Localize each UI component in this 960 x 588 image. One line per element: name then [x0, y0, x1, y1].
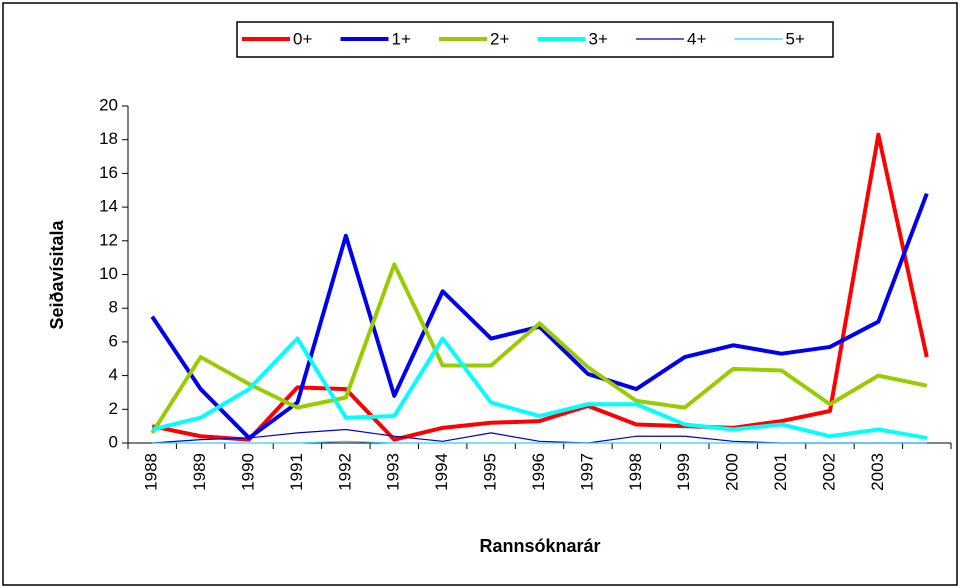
y-tick-label: 12 — [99, 230, 118, 249]
y-tick-label: 8 — [109, 298, 118, 317]
y-tick-label: 16 — [99, 163, 118, 182]
x-tick-label: 1990 — [239, 453, 258, 491]
series-line — [152, 440, 927, 444]
y-tick-label: 18 — [99, 129, 118, 148]
y-tick-label: 20 — [99, 95, 118, 114]
series-line — [151, 336, 928, 440]
legend-label: 0+ — [293, 29, 312, 48]
y-tick-label: 0 — [109, 432, 118, 451]
x-tick-label: 1998 — [626, 453, 645, 491]
x-tick-label: 1995 — [481, 453, 500, 491]
y-tick-label: 14 — [99, 197, 118, 216]
x-tick-label: 2000 — [723, 453, 742, 491]
x-tick-label: 1994 — [432, 453, 451, 491]
y-tick-label: 6 — [109, 331, 118, 350]
legend-box — [236, 21, 834, 58]
legend-label: 5+ — [786, 29, 805, 48]
legend-label: 2+ — [490, 29, 509, 48]
series-line — [150, 192, 929, 440]
series-line — [151, 132, 929, 442]
series-line — [150, 262, 928, 434]
legend-label: 4+ — [687, 29, 706, 48]
x-tick-label: 1993 — [384, 453, 403, 491]
legend-label: 1+ — [392, 29, 411, 48]
legend-label: 3+ — [589, 29, 608, 48]
y-tick-label: 2 — [109, 399, 118, 418]
y-tick-label: 4 — [109, 365, 118, 384]
x-tick-label: 2002 — [819, 453, 838, 491]
x-tick-label: 1999 — [674, 453, 693, 491]
x-axis-label: Rannsóknarár — [479, 536, 600, 556]
x-tick-label: 1992 — [335, 453, 354, 491]
y-tick-label: 10 — [99, 264, 118, 283]
x-tick-label: 2001 — [771, 453, 790, 491]
x-tick-label: 1989 — [190, 453, 209, 491]
x-tick-label: 1996 — [529, 453, 548, 491]
y-axis-label: Seiðavísitala — [47, 219, 67, 329]
x-tick-label: 1997 — [577, 453, 596, 491]
x-tick-label: 2003 — [868, 453, 887, 491]
x-tick-label: 1991 — [287, 453, 306, 491]
x-tick-label: 1988 — [142, 453, 161, 491]
